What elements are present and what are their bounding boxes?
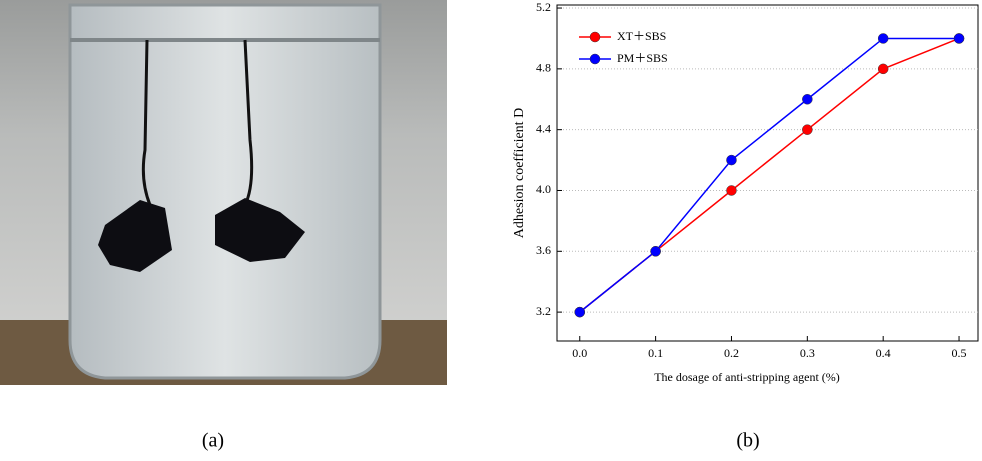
x-tick-label: 0.2: [724, 346, 739, 360]
x-tick-label: 0.3: [800, 346, 815, 360]
y-tick-label: 4.8: [536, 61, 551, 75]
y-axis-label: Adhesion coefficient D: [512, 108, 527, 238]
data-point: [650, 246, 661, 257]
photo: [0, 0, 447, 385]
y-tick-label: 5.2: [536, 0, 551, 14]
data-point: [802, 124, 813, 135]
x-tick-label: 0.4: [876, 346, 891, 360]
legend-marker: [589, 53, 601, 65]
panel-label: (a): [202, 430, 224, 452]
x-tick-label: 0.1: [648, 346, 663, 360]
data-point: [877, 63, 889, 75]
legend-label: XT＋SBS: [617, 29, 666, 43]
data-point: [574, 306, 586, 318]
data-point: [802, 94, 813, 105]
y-tick-label: 3.2: [536, 304, 551, 318]
x-tick-label: 0.0: [572, 346, 587, 360]
y-tick-label: 4.0: [536, 182, 551, 196]
legend-label: PM＋SBS: [617, 51, 668, 65]
panel-label: (b): [736, 430, 759, 452]
plot-area: [556, 4, 979, 342]
y-tick-label: 3.6: [536, 243, 551, 257]
x-axis-label: The dosage of anti-stripping agent (%): [654, 370, 840, 384]
legend-marker: [589, 31, 601, 43]
data-point: [953, 33, 965, 44]
x-tick-label: 0.5: [952, 346, 967, 360]
series-line: [579, 37, 960, 313]
data-point: [726, 185, 737, 196]
y-tick-label: 4.4: [536, 121, 551, 135]
data-point: [726, 154, 737, 166]
series-line: [579, 37, 960, 313]
data-point: [877, 33, 889, 44]
